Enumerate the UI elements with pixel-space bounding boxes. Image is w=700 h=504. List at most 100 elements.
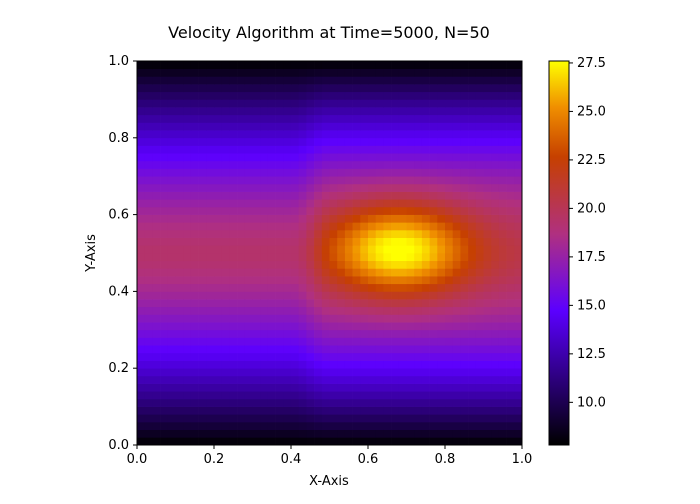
heatmap-cell (221, 306, 230, 315)
heatmap-cell (298, 322, 307, 331)
heatmap-cell (160, 222, 169, 231)
heatmap-cell (283, 368, 292, 377)
heatmap-cell (337, 406, 346, 415)
heatmap-cell (445, 345, 454, 354)
heatmap-cell (337, 191, 346, 200)
heatmap-cell (214, 168, 223, 177)
heatmap-cell (498, 406, 507, 415)
heatmap-cell (468, 153, 477, 162)
heatmap-cell (252, 360, 261, 369)
heatmap-cell (337, 291, 346, 300)
heatmap-cell (298, 414, 307, 423)
heatmap-cell (221, 245, 230, 254)
heatmap-cell (198, 383, 207, 392)
heatmap-cell (475, 99, 484, 108)
heatmap-cell (229, 68, 238, 77)
heatmap-cell (160, 84, 169, 93)
heatmap-cell (368, 291, 377, 300)
heatmap-cell (298, 76, 307, 85)
heatmap-cell (414, 406, 423, 415)
heatmap-cell (437, 352, 446, 361)
heatmap-cell (183, 429, 192, 438)
heatmap-cell (144, 391, 153, 400)
heatmap-cell (137, 391, 146, 400)
heatmap-cell (344, 130, 353, 139)
heatmap-cell (144, 437, 153, 446)
heatmap-cell (445, 68, 454, 77)
heatmap-cell (498, 183, 507, 192)
heatmap-cell (483, 414, 492, 423)
heatmap-cell (452, 368, 461, 377)
heatmap-cell (314, 160, 323, 169)
heatmap-cell (283, 107, 292, 116)
heatmap-cell (391, 352, 400, 361)
heatmap-cell (337, 214, 346, 223)
heatmap-cell (514, 153, 523, 162)
heatmap-cell (175, 68, 184, 77)
heatmap-cell (190, 383, 199, 392)
heatmap-cell (506, 137, 515, 146)
heatmap-cell (152, 253, 161, 262)
heatmap-cell (314, 76, 323, 85)
heatmap-cell (137, 183, 146, 192)
heatmap-cell (344, 283, 353, 292)
heatmap-cell (183, 130, 192, 139)
heatmap-cell (144, 337, 153, 346)
heatmap-cell (244, 153, 253, 162)
heatmap-cell (360, 421, 369, 430)
heatmap-cell (514, 306, 523, 315)
heatmap-cell (437, 383, 446, 392)
heatmap-cell (445, 99, 454, 108)
heatmap-cell (252, 229, 261, 238)
heatmap-cell (167, 329, 176, 338)
heatmap-cell (306, 360, 315, 369)
heatmap-cell (229, 391, 238, 400)
heatmap-cell (175, 322, 184, 331)
heatmap-cell (214, 260, 223, 269)
heatmap-cell (167, 183, 176, 192)
heatmap-cell (206, 329, 215, 338)
heatmap-cell (237, 383, 246, 392)
heatmap-cell (352, 360, 361, 369)
heatmap-cell (329, 299, 338, 308)
heatmap-cell (275, 314, 284, 323)
heatmap-cell (183, 107, 192, 116)
heatmap-cell (237, 276, 246, 285)
heatmap-cell (229, 137, 238, 146)
heatmap-cell (175, 137, 184, 146)
heatmap-cell (283, 429, 292, 438)
heatmap-cell (506, 107, 515, 116)
heatmap-cell (475, 114, 484, 123)
heatmap-cell (214, 122, 223, 131)
heatmap-cell (237, 229, 246, 238)
heatmap-cell (267, 99, 276, 108)
heatmap-cell (506, 437, 515, 446)
heatmap-cell (260, 437, 269, 446)
heatmap-cell (229, 145, 238, 154)
heatmap-cell (406, 68, 415, 77)
heatmap-cell (437, 406, 446, 415)
heatmap-cell (152, 276, 161, 285)
heatmap-cell (352, 345, 361, 354)
heatmap-cell (475, 222, 484, 231)
heatmap-cell (398, 199, 407, 208)
heatmap-cell (329, 222, 338, 231)
heatmap-cell (206, 391, 215, 400)
heatmap-cell (175, 176, 184, 185)
heatmap-cell (260, 345, 269, 354)
heatmap-cell (437, 76, 446, 85)
heatmap-cell (298, 137, 307, 146)
heatmap-cell (275, 345, 284, 354)
heatmap-cell (221, 421, 230, 430)
heatmap-cell (137, 137, 146, 146)
heatmap-cell (437, 145, 446, 154)
heatmap-cell (137, 421, 146, 430)
heatmap-cell (429, 206, 438, 215)
heatmap-cell (206, 191, 215, 200)
heatmap-cell (414, 160, 423, 169)
heatmap-cell (437, 345, 446, 354)
heatmap-cell (452, 91, 461, 100)
heatmap-cell (221, 153, 230, 162)
heatmap-cell (214, 61, 223, 70)
